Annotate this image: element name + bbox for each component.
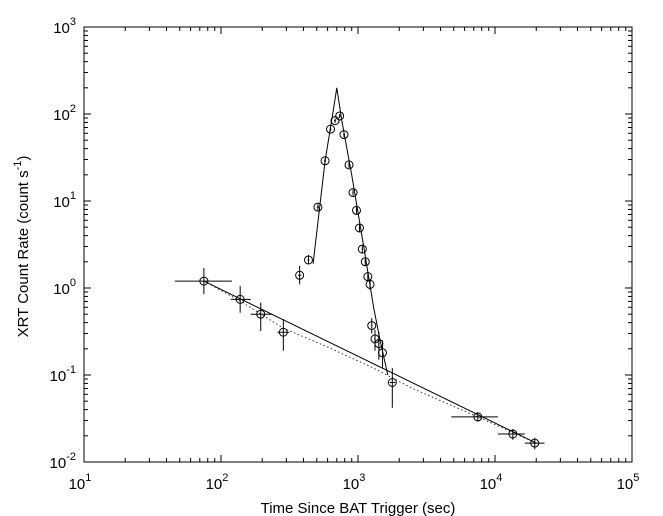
x-tick-label-exp: 3	[359, 472, 365, 484]
y-axis-label-main: XRT Count Rate (count s	[15, 170, 32, 337]
y-tick-label-base: 10	[50, 455, 67, 472]
data-point	[344, 160, 354, 170]
data-point	[230, 286, 251, 313]
y-tick-label-exp: 2	[70, 103, 76, 115]
x-tick-label-exp: 5	[633, 472, 639, 484]
data-point	[387, 368, 397, 408]
x-tick-label-exp: 2	[222, 472, 228, 484]
point-marker	[326, 124, 336, 134]
data-point	[354, 223, 364, 233]
fit-lines	[203, 87, 537, 444]
y-tick-label: 101	[53, 190, 76, 211]
y-tick-label: 10-2	[50, 451, 76, 472]
x-tick-label: 104	[480, 472, 503, 493]
axis-ticks	[83, 27, 632, 463]
data-point	[330, 116, 340, 126]
x-axis-label: Time Since BAT Trigger (sec)	[261, 500, 456, 516]
y-tick-label-exp: -2	[66, 451, 76, 463]
point-marker	[357, 244, 367, 254]
data-point	[367, 318, 377, 334]
x-tick-label-base: 10	[343, 476, 360, 493]
y-tick-label-base: 10	[53, 20, 70, 37]
point-marker	[360, 257, 370, 267]
data-point	[357, 244, 367, 254]
y-tick-label: 103	[53, 16, 76, 37]
data-point	[378, 340, 388, 369]
y-tick-label-exp: 0	[70, 277, 76, 289]
y-axis-label-close: )	[15, 156, 32, 161]
point-marker	[351, 205, 361, 215]
point-marker	[344, 160, 354, 170]
point-marker	[339, 130, 349, 140]
y-tick-label-exp: 1	[70, 190, 76, 202]
data-point	[451, 412, 498, 422]
y-tick-label-base: 10	[53, 107, 70, 124]
data-point	[303, 254, 313, 265]
point-marker	[295, 270, 305, 280]
point-marker	[348, 188, 358, 198]
y-tick-label: 100	[53, 277, 76, 298]
data-point	[524, 437, 545, 450]
fit-line	[312, 87, 389, 376]
data-point	[335, 111, 345, 121]
x-tick-label: 101	[69, 472, 92, 493]
data-point	[174, 267, 232, 295]
data-point	[348, 188, 358, 198]
data-point	[365, 279, 375, 290]
point-marker	[335, 111, 345, 121]
data-point	[497, 428, 525, 440]
data-point	[339, 130, 349, 140]
y-axis-label: XRT Count Rate (count s-1)	[12, 156, 32, 338]
y-tick-label-exp: 3	[70, 16, 76, 28]
x-tick-label: 105	[617, 472, 640, 493]
point-marker	[365, 279, 375, 289]
y-tick-label-base: 10	[53, 281, 70, 298]
x-tick-label: 102	[206, 472, 229, 493]
x-tick-label-exp: 1	[85, 472, 91, 484]
x-tick-label-exp: 4	[496, 472, 502, 484]
y-tick-label: 102	[53, 103, 76, 124]
point-marker	[303, 255, 313, 265]
point-marker	[256, 309, 266, 319]
point-marker	[199, 276, 209, 286]
y-axis-label-sup: -1	[12, 161, 24, 171]
y-tick-label-exp: -1	[66, 364, 76, 376]
data-point	[363, 272, 373, 282]
point-marker	[313, 202, 323, 212]
data-points	[174, 111, 545, 450]
point-marker	[354, 223, 364, 233]
data-point	[250, 302, 272, 332]
point-marker	[235, 294, 245, 304]
data-point	[320, 156, 330, 166]
plot-frame	[83, 26, 633, 463]
y-tick-label: 10-1	[50, 364, 76, 385]
point-marker	[530, 438, 540, 448]
point-marker	[330, 116, 340, 126]
data-point	[360, 257, 370, 267]
x-tick-label-base: 10	[480, 476, 497, 493]
point-marker	[508, 429, 518, 439]
point-marker	[473, 412, 483, 422]
fit-line	[203, 280, 537, 444]
data-point	[326, 124, 336, 134]
y-tick-label-base: 10	[53, 194, 70, 211]
x-tick-label-base: 10	[617, 476, 634, 493]
point-marker	[378, 348, 388, 358]
point-marker	[367, 321, 377, 331]
data-point	[295, 265, 305, 285]
data-point	[277, 319, 290, 351]
data-point	[313, 202, 323, 212]
x-tick-label: 103	[343, 472, 366, 493]
x-tick-label-base: 10	[69, 476, 86, 493]
point-marker	[278, 327, 288, 337]
x-tick-label-base: 10	[206, 476, 223, 493]
data-point	[374, 332, 384, 360]
point-marker	[387, 377, 397, 387]
point-marker	[320, 156, 330, 166]
data-point	[351, 205, 361, 215]
y-tick-label-base: 10	[50, 368, 67, 385]
